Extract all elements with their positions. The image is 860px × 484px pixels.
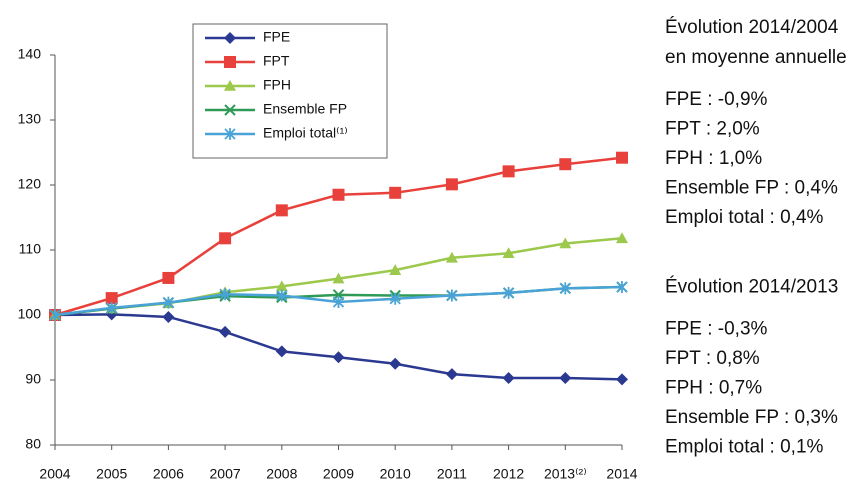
annotation-line: FPE : -0,9% [665, 89, 768, 110]
annotation-line: FPE : -0,3% [665, 319, 768, 340]
y-tick-label: 90 [25, 371, 41, 387]
annotation-line: FPH : 1,0% [665, 148, 762, 169]
marker [616, 232, 628, 244]
marker [219, 325, 232, 338]
annotation-title: Évolution 2014/2004 [665, 17, 839, 38]
x-tick-label: 2013⁽²⁾ [544, 466, 587, 482]
y-tick-label: 140 [18, 46, 42, 62]
marker [219, 232, 232, 245]
marker [559, 158, 572, 171]
annotation-line: FPT : 2,0% [665, 119, 760, 140]
marker [275, 345, 288, 358]
marker [616, 151, 628, 164]
marker [224, 128, 236, 140]
x-tick-label: 2006 [153, 466, 184, 482]
annotation-line: Ensemble FP : 0,3% [665, 407, 838, 428]
annotation-line: Emploi total : 0,4% [665, 207, 824, 228]
x-tick-label: 2009 [323, 466, 354, 482]
legend-label: Ensemble FP [263, 101, 347, 117]
marker [332, 351, 345, 364]
annotation-line: Emploi total : 0,1% [665, 437, 824, 458]
marker [49, 309, 61, 321]
marker [275, 280, 288, 292]
marker [445, 368, 458, 381]
marker [162, 296, 175, 309]
x-tick-label: 2004 [39, 466, 70, 482]
series-line [54, 313, 623, 381]
marker [445, 178, 458, 191]
marker [559, 237, 572, 249]
marker [446, 289, 458, 302]
marker [219, 288, 231, 301]
marker [106, 301, 118, 314]
x-tick-label: 2007 [210, 466, 241, 482]
marker [616, 281, 628, 294]
marker [389, 292, 401, 305]
marker [502, 286, 515, 299]
annotation-line: FPT : 0,8% [665, 348, 760, 369]
legend-label: FPH [263, 77, 291, 93]
y-tick-label: 80 [25, 436, 41, 452]
x-tick-label: 2010 [380, 466, 411, 482]
annotation-line: Ensemble FP : 0,4% [665, 178, 838, 199]
marker [332, 272, 345, 284]
marker [276, 289, 288, 302]
x-tick-label: 2005 [96, 466, 127, 482]
legend-label: FPE [263, 29, 290, 45]
marker [224, 32, 236, 44]
marker [332, 188, 345, 201]
marker [502, 165, 515, 178]
legend-label: Emploi total⁽¹⁾ [263, 125, 348, 141]
marker [616, 373, 628, 386]
marker [559, 282, 571, 295]
marker [105, 292, 118, 305]
legend: FPE FPT FPH Ensemble FP Emploi total⁽¹⁾ [192, 23, 388, 159]
marker [559, 372, 572, 385]
x-tick-label: 2008 [266, 466, 297, 482]
y-tick-label: 100 [18, 306, 42, 322]
y-tick-label: 130 [18, 111, 42, 127]
marker [389, 186, 402, 199]
annotation-title: en moyenne annuelle [665, 47, 847, 68]
marker [162, 310, 175, 323]
marker [162, 271, 175, 284]
marker [502, 247, 515, 259]
marker [332, 296, 345, 308]
marker [389, 264, 402, 275]
marker [275, 204, 288, 217]
x-tick-label: 2012 [493, 466, 524, 482]
marker [389, 357, 402, 370]
marker [445, 251, 458, 263]
legend-box [192, 23, 388, 159]
x-tick-label: 2011 [437, 466, 467, 482]
annotation-line: FPH : 0,7% [665, 378, 762, 399]
marker [502, 372, 515, 385]
annotation-title: Évolution 2014/2013 [665, 277, 838, 298]
marker [224, 80, 236, 91]
y-tick-label: 120 [18, 176, 42, 192]
legend-label: FPT [263, 53, 290, 69]
marker [224, 104, 236, 116]
x-tick-label: 2014 [606, 466, 637, 482]
y-tick-label: 110 [19, 241, 42, 257]
marker [224, 56, 236, 68]
